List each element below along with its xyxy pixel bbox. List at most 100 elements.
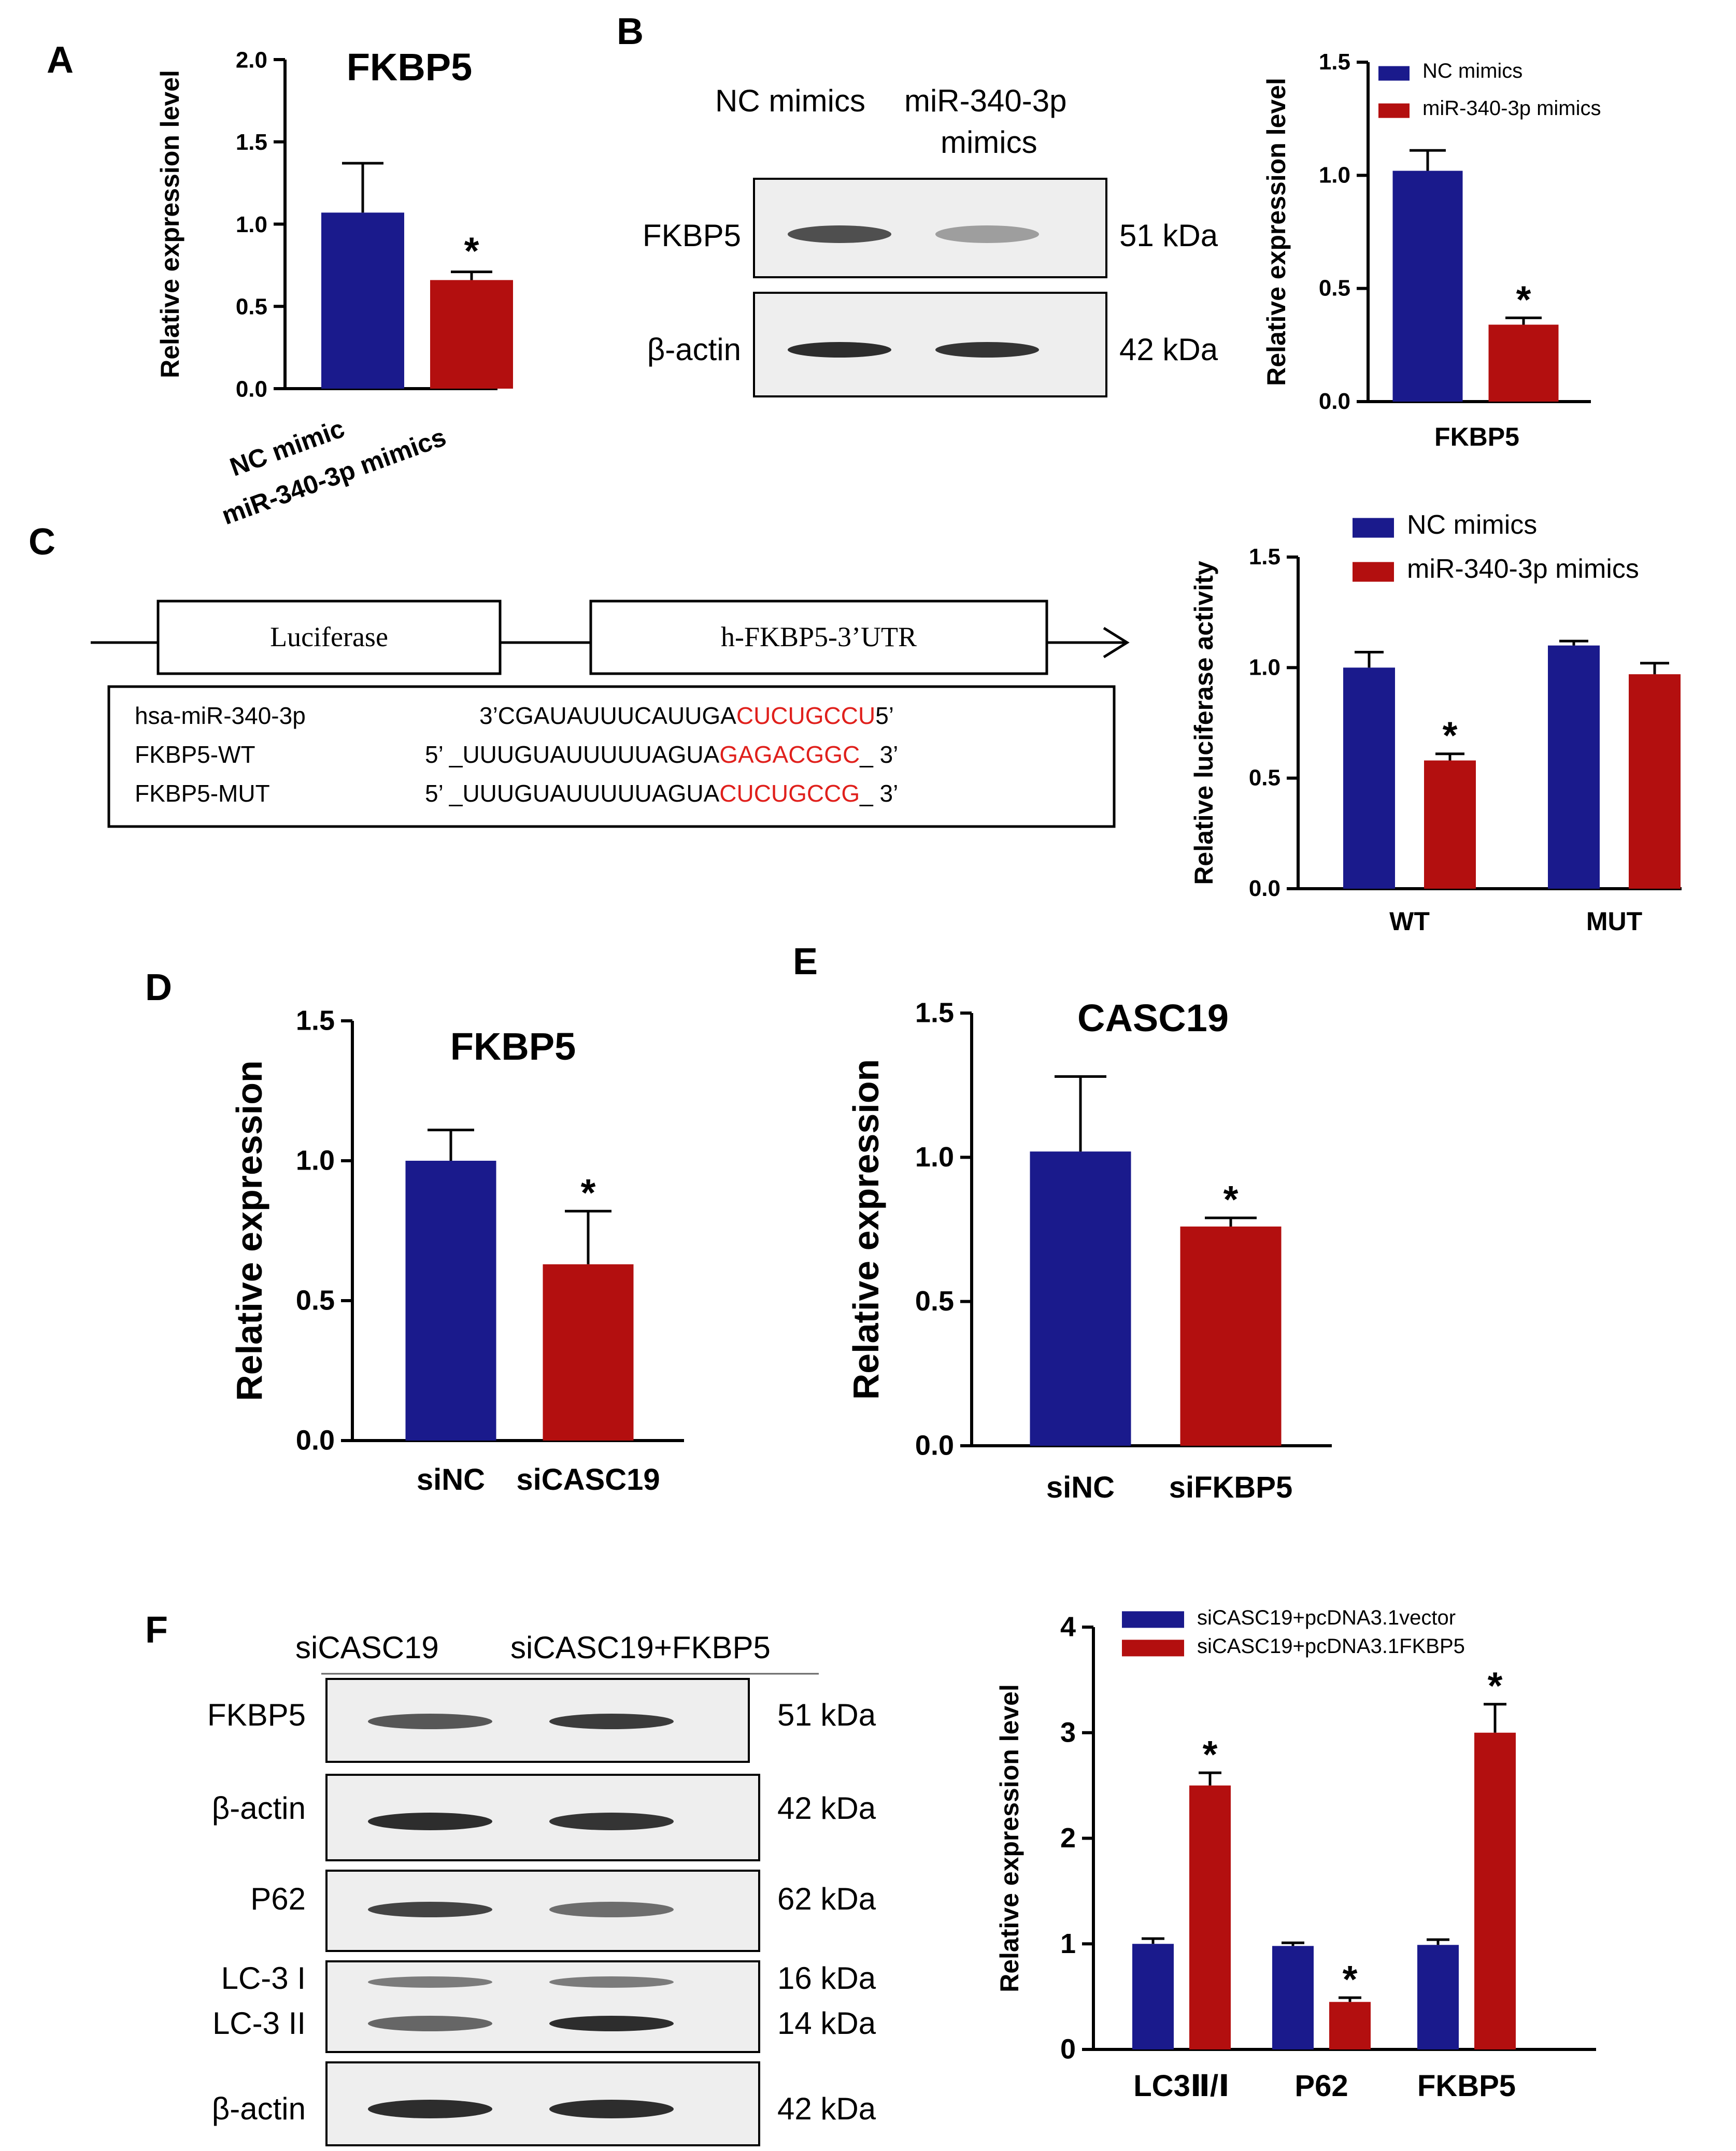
- x-category-label: siNC: [417, 1463, 485, 1497]
- sequence: 3’CGAUAUUUCAUUGACUCUGCCU5’: [479, 702, 894, 729]
- x-category-label: siNC: [1046, 1471, 1115, 1504]
- western-blot-f: siCASC19 siCASC19+FKBP5 FKBP5 51 kDa β-act…: [207, 1630, 876, 2146]
- bar-nc: [1030, 1151, 1131, 1446]
- x-category-label: siFKBP5: [1169, 1471, 1293, 1504]
- seed-region: CUCUGCCG: [719, 780, 860, 807]
- y-tick-label: 0.0: [236, 376, 267, 402]
- blot-band: [549, 2016, 674, 2031]
- luciferase-box: [156, 600, 502, 675]
- blot-kda-label: 16 kDa: [777, 1961, 876, 1996]
- y-tick-label: 0: [1060, 2034, 1076, 2065]
- significance-star: *: [464, 230, 479, 273]
- sequence-name: FKBP5-MUT: [135, 780, 270, 807]
- luciferase-construct: Luciferase h-FKBP5-3’UTR hsa-miR-340-3p 3…: [91, 600, 1130, 828]
- bar-treatment: [1180, 1226, 1282, 1446]
- blot-protein-label: β-actin: [212, 2091, 306, 2126]
- sequence-name: hsa-miR-340-3p: [135, 702, 306, 729]
- bar-nc: [321, 212, 404, 389]
- y-tick-label: 1.0: [915, 1142, 954, 1173]
- legend-label: NC mimics: [1422, 60, 1522, 82]
- y-tick-label: 0.5: [296, 1285, 335, 1316]
- blot-protein-label: β-actin: [647, 332, 741, 367]
- x-category-label: FKBP5: [1417, 2069, 1516, 2103]
- sequence: 5’ _UUUGUAUUUUUAGUAGAGACGGC_ 3’: [425, 741, 898, 768]
- y-tick-label: 0.5: [915, 1286, 954, 1317]
- sequence: 5’ _UUUGUAUUUUUAGUACUCUGCCG_ 3’: [425, 780, 898, 807]
- panel-letter-f: F: [145, 1609, 168, 1651]
- y-tick-label: 0.5: [1319, 276, 1350, 301]
- blot-frame: [753, 178, 1107, 278]
- y-tick-label: 0.5: [1249, 765, 1280, 791]
- bar-treatment: [543, 1264, 634, 1441]
- bar-treatment: [1629, 674, 1681, 889]
- y-tick-label: 3: [1060, 1717, 1076, 1748]
- legend-swatch: [1353, 518, 1394, 538]
- blot-b-lane-1: NC mimics: [715, 83, 865, 118]
- blot-b-lane-2: miR-340-3p: [904, 83, 1066, 118]
- panel-letter-a: A: [47, 39, 74, 81]
- chart-c: 0.0 0.5 1.0 1.5 Relative luciferase activity…: [1189, 510, 1682, 936]
- chart-b: 0.0 0.5 1.0 1.5 Relative expression level * FK…: [1262, 49, 1601, 451]
- y-tick-label: 1.5: [296, 1005, 335, 1036]
- panel-letter-c: C: [29, 521, 55, 563]
- y-tick-label: 0.0: [1319, 389, 1350, 414]
- bar-nc: [405, 1161, 496, 1441]
- y-axis-label: Relative expression: [229, 1060, 269, 1401]
- y-tick-label: 4: [1060, 1612, 1076, 1643]
- significance-star: *: [1516, 278, 1531, 321]
- chart-title: CASC19: [1077, 996, 1229, 1039]
- significance-star: *: [581, 1171, 596, 1214]
- legend-swatch: [1378, 66, 1410, 81]
- y-tick-label: 1.0: [1249, 654, 1280, 680]
- significance-star: *: [1343, 1958, 1358, 2001]
- blot-f-lane-1: siCASC19: [295, 1630, 439, 1665]
- blot-protein-label: FKBP5: [643, 218, 741, 253]
- blot-band: [935, 225, 1039, 243]
- blot-band: [549, 1902, 674, 1917]
- blot-kda-label: 42 kDa: [1119, 332, 1218, 367]
- blot-band: [368, 2016, 492, 2031]
- blot-band: [368, 2100, 492, 2118]
- y-tick-label: 1.0: [296, 1145, 335, 1176]
- blot-kda-label: 42 kDa: [777, 1791, 876, 1826]
- significance-star: *: [1488, 1664, 1503, 1707]
- blot-b-lane-3: mimics: [941, 125, 1037, 160]
- y-tick-label: 1.5: [236, 130, 267, 155]
- bar-nc: [1343, 667, 1395, 889]
- y-axis-label: Relative expression: [846, 1059, 886, 1400]
- y-axis-label: Relative expression level: [155, 70, 184, 378]
- blot-f-lane-2: siCASC19+FKBP5: [510, 1630, 771, 1665]
- panel-letter-d: D: [145, 967, 172, 1008]
- y-axis-label: Relative expression level: [995, 1684, 1024, 1992]
- bar-nc: [1417, 1945, 1459, 2049]
- blot-band: [788, 225, 891, 243]
- chart-f: 0 1 2 3 4 Relative expression level * LC3Ⅱ/Ⅰ * P6…: [995, 1606, 1596, 2103]
- blot-protein-label: LC-3 II: [212, 2006, 306, 2041]
- y-tick-label: 1.0: [236, 212, 267, 237]
- significance-star: *: [1223, 1178, 1239, 1221]
- blot-protein-label: P62: [250, 1882, 306, 1916]
- blot-band: [935, 342, 1039, 358]
- legend-swatch: [1122, 1640, 1184, 1657]
- utr-box-label: h-FKBP5-3’UTR: [721, 621, 917, 652]
- legend-label: siCASC19+pcDNA3.1FKBP5: [1197, 1635, 1465, 1658]
- blot-band: [368, 1976, 492, 1988]
- x-category-label: siCASC19: [516, 1463, 660, 1497]
- y-tick-label: 1.5: [1249, 544, 1280, 569]
- legend-swatch: [1122, 1611, 1184, 1628]
- chart-title: FKBP5: [347, 46, 473, 89]
- panel-letter-e: E: [793, 941, 818, 982]
- blot-band: [368, 1902, 492, 1917]
- luciferase-box-label: Luciferase: [270, 621, 388, 652]
- y-tick-label: 2: [1060, 1822, 1076, 1854]
- bar-nc: [1392, 170, 1463, 402]
- x-category-label: WT: [1389, 907, 1430, 936]
- y-axis-label: Relative expression level: [1262, 78, 1291, 386]
- y-axis-label: Relative luciferase activity: [1189, 561, 1218, 885]
- blot-band: [788, 342, 891, 358]
- blot-protein-label: FKBP5: [207, 1698, 306, 1732]
- construct-arrow-icon: [1103, 626, 1130, 659]
- significance-star: *: [1203, 1733, 1218, 1776]
- y-tick-label: 1: [1060, 1928, 1076, 1959]
